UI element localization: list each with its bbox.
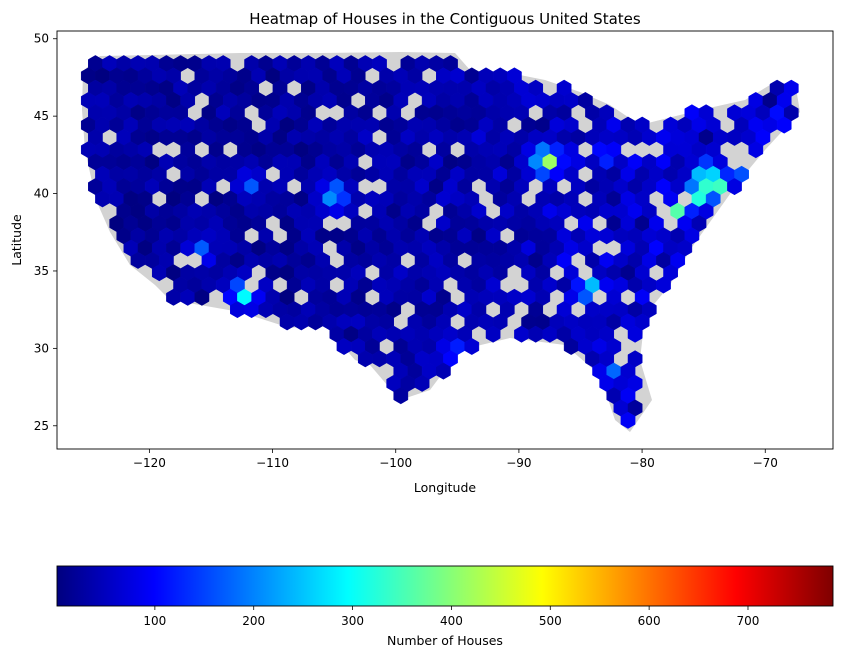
- x-tick-label: −80: [629, 456, 654, 470]
- x-axis-label: Longitude: [414, 480, 476, 495]
- colorbar-tick-label: 300: [341, 614, 364, 628]
- x-tick-label: −90: [506, 456, 531, 470]
- hex-cell: [776, 116, 792, 134]
- colorbar-tick-label: 600: [638, 614, 661, 628]
- hex-cell: [414, 374, 430, 392]
- y-tick-label: 25: [34, 419, 49, 433]
- hex-cell: [194, 288, 210, 306]
- colorbar-ticks: 100 200 300 400 500 600 700: [143, 606, 759, 628]
- plot-area: [80, 52, 800, 432]
- x-tick-label: −110: [256, 456, 289, 470]
- x-tick-label: −100: [379, 456, 412, 470]
- plot-frame: [56, 30, 834, 450]
- x-tick-label: −120: [133, 456, 166, 470]
- y-tick-label: 35: [34, 264, 49, 278]
- y-axis: 25 30 35 40 45 50: [34, 32, 57, 433]
- y-tick-label: 40: [34, 187, 49, 201]
- colorbar-tick-label: 400: [440, 614, 463, 628]
- colorbar-frame: [56, 565, 834, 607]
- colorbar-tick-label: 500: [539, 614, 562, 628]
- y-axis-label: Latitude: [9, 214, 24, 266]
- hex-cell: [627, 325, 643, 343]
- hex-cell: [464, 338, 480, 355]
- hexbin-cells: [80, 55, 799, 429]
- hex-cell: [748, 141, 764, 159]
- hex-cell: [620, 411, 636, 429]
- colorbar: 100 200 300 400 500 600 700 Number of Houses: [56, 565, 834, 648]
- y-tick-label: 30: [34, 341, 49, 355]
- colorbar-gradient: [57, 566, 833, 606]
- hex-cell: [436, 362, 451, 380]
- colorbar-label: Number of Houses: [387, 633, 503, 648]
- hex-cell: [656, 276, 671, 294]
- chart-title: Heatmap of Houses in the Contiguous Unit…: [249, 10, 641, 28]
- x-tick-label: −70: [753, 456, 778, 470]
- y-tick-label: 50: [34, 32, 49, 46]
- y-tick-label: 45: [34, 109, 49, 123]
- x-axis: −120 −110 −100 −90 −80 −70: [133, 449, 778, 470]
- colorbar-tick-label: 200: [242, 614, 265, 628]
- colorbar-tick-label: 100: [143, 614, 166, 628]
- hex-cell: [485, 325, 501, 343]
- hex-cell: [727, 178, 742, 196]
- colorbar-tick-label: 700: [737, 614, 760, 628]
- hex-cell: [393, 387, 409, 405]
